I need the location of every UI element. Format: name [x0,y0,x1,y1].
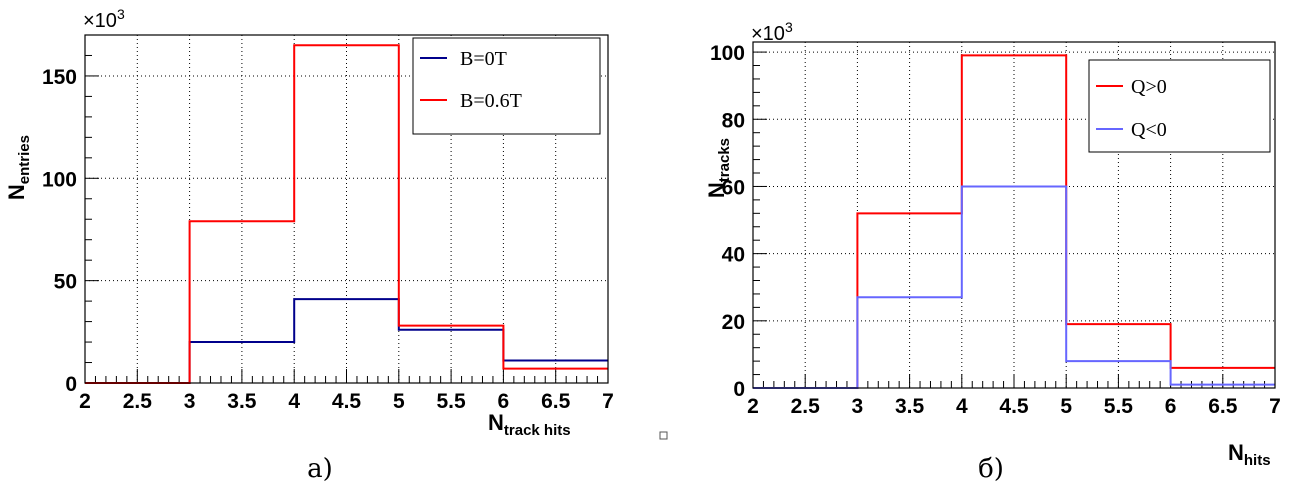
x-tick-label: 4.5 [999,395,1029,418]
x-axis-title-main: N [488,410,504,435]
x-tick-label: 6.5 [1208,395,1238,418]
x-axis-title-sub: hits [1244,452,1271,469]
x-tick-label: 6 [1165,395,1177,418]
x-tick-label: 3.5 [895,395,925,418]
x-tick-label: 6.5 [541,390,571,413]
artifact-square [659,431,668,440]
y-axis-title-sub: entries [16,135,33,184]
y-tick-label: 100 [710,42,745,65]
legend-box [1088,59,1271,153]
legend: Q>0 Q<0 [1088,59,1271,153]
x-tick-label: 2 [79,390,91,413]
x-tick-label: 3 [852,395,864,418]
x-tick-label: 5.5 [436,390,466,413]
y-axis-title-main: N [4,184,29,200]
y-axis-title-main: N [704,182,729,198]
y-tick-label: 0 [65,373,77,396]
x-axis-title-main: N [1228,440,1244,465]
histogram-series-2 [85,44,608,384]
legend: B=0T B=0.6T [412,37,601,135]
legend-label-2: B=0.6T [460,90,522,112]
y-axis-title-sub: tracks [716,138,733,182]
legend-label-2: Q<0 [1131,119,1167,141]
x-tick-label: 4.5 [332,390,362,413]
chart-panel-2: 2 2.5 3 3.5 4 4.5 5 5.5 6 6.5 7020406080100×103Ntr… [704,19,1281,484]
axis-multiplier: ×103 [83,6,125,32]
y-axis-title: Nentries [4,135,33,200]
x-tick-label: 2.5 [791,395,821,418]
y-tick-label: 150 [42,66,77,89]
axis-multiplier: ×103 [751,19,793,45]
plot-frame [84,34,609,384]
x-tick-label: 6 [498,390,510,413]
chart-panel-1: 2 2.5 3 3.5 4 4.5 5 5.5 6 6.5 7050100150×103Nentri… [4,6,614,484]
y-tick-label: 50 [54,271,77,294]
x-tick-label: 3 [184,390,196,413]
x-tick-label: 2 [747,395,759,418]
axis-multiplier-base: ×10 [83,10,117,32]
axis-multiplier-base: ×10 [751,23,785,45]
x-tick-label: 2.5 [123,390,153,413]
y-tick-label: 60 [722,176,745,199]
plot-frame [752,41,1276,389]
y-axis-title: Ntracks [704,138,733,198]
x-tick-label: 4 [956,395,968,418]
y-tick-label: 100 [42,168,77,191]
x-axis-title: Nhits [1228,440,1271,469]
legend-box [412,37,601,135]
panel-label: а) [307,454,333,484]
x-tick-label: 5 [1060,395,1072,418]
x-tick-label: 5 [393,390,405,413]
x-axis-title: Ntrack hits [488,410,571,439]
panel-label: б) [978,454,1004,484]
axis-multiplier-exp: 3 [785,19,793,35]
histogram-series-2 [753,185,1275,389]
x-tick-label: 5.5 [1104,395,1134,418]
y-tick-label: 80 [722,109,745,132]
x-tick-label: 3.5 [227,390,257,413]
x-tick-label: 7 [1269,395,1281,418]
legend-label-1: B=0T [460,48,507,70]
x-tick-label: 7 [602,390,614,413]
legend-label-1: Q>0 [1131,76,1167,98]
axis-multiplier-exp: 3 [117,6,125,22]
y-tick-label: 20 [722,311,745,334]
y-tick-label: 0 [733,378,745,401]
x-tick-label: 4 [288,390,300,413]
y-tick-label: 40 [722,244,745,267]
x-axis-title-sub: track hits [504,422,571,439]
